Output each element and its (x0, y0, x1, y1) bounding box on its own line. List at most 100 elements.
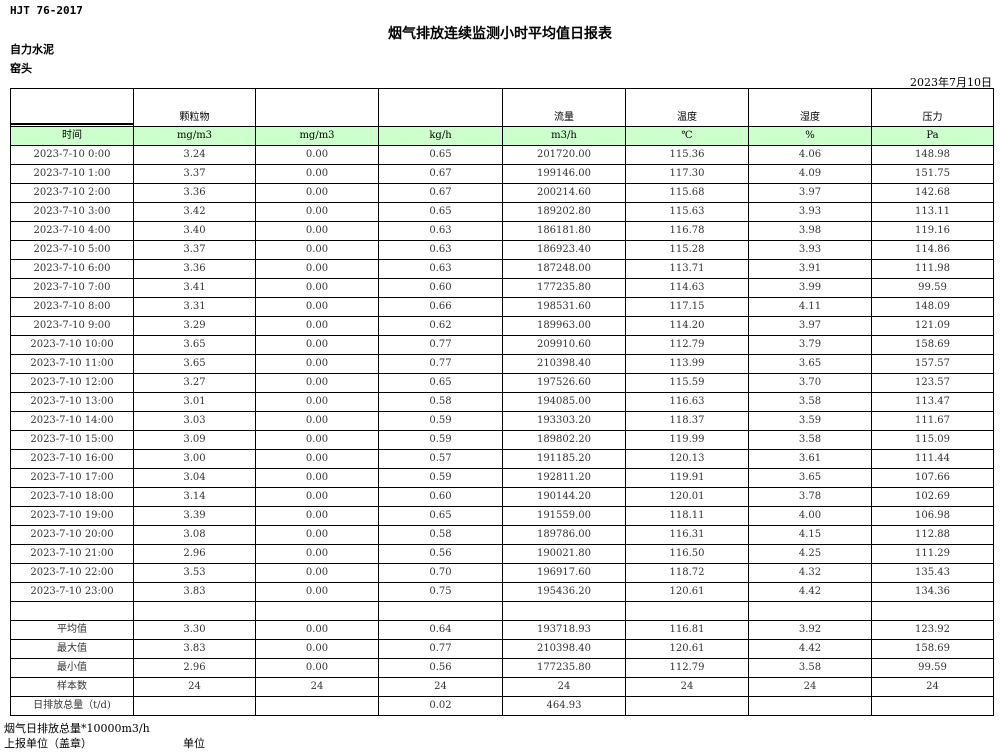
table-row: 2023-7-10 22:00 3.53 0.00 0.70 196917.60 118.… (10, 563, 994, 583)
table-cell (748, 696, 872, 716)
table-cell (625, 601, 749, 621)
table-cell: Pa (871, 126, 994, 146)
table-cell: 113.71 (625, 259, 749, 279)
table-cell: 189963.00 (502, 316, 626, 336)
table-cell: 3.08 (133, 525, 256, 545)
table-cell: 200214.60 (502, 183, 626, 203)
table-cell: 3.31 (133, 297, 256, 317)
table-cell: 24 (871, 677, 994, 697)
table-cell: 0.00 (255, 316, 379, 336)
table-cell: 197526.60 (502, 373, 626, 393)
table-cell (748, 601, 872, 621)
table-cell: 3.04 (133, 468, 256, 488)
table-cell: 压力 (871, 88, 994, 127)
table-cell: 2023-7-10 11:00 (10, 354, 134, 374)
table-cell: 24 (625, 677, 749, 697)
table-cell: 3.03 (133, 411, 256, 431)
table-cell (255, 88, 379, 127)
table-cell: 2023-7-10 13:00 (10, 392, 134, 412)
table-cell: 24 (748, 677, 872, 697)
table-cell: 0.67 (378, 164, 503, 184)
table-cell (871, 696, 994, 716)
table-cell: 3.40 (133, 221, 256, 241)
table-cell: 118.11 (625, 506, 749, 526)
company-name: 自力水泥 (10, 43, 54, 56)
table-cell: 0.00 (255, 240, 379, 260)
table-cell: 4.06 (748, 145, 872, 165)
table-cell: 107.66 (871, 468, 994, 488)
table-cell: 0.00 (255, 183, 379, 203)
table-cell: 116.78 (625, 221, 749, 241)
table-cell: 0.00 (255, 373, 379, 393)
table-cell: 0.00 (255, 544, 379, 564)
table-cell: 189202.80 (502, 202, 626, 222)
table-cell: 191559.00 (502, 506, 626, 526)
table-cell: 3.78 (748, 487, 872, 507)
table-cell: 117.30 (625, 164, 749, 184)
table-cell: 157.57 (871, 354, 994, 374)
table-cell: 113.47 (871, 392, 994, 412)
table-cell: 115.68 (625, 183, 749, 203)
table-cell: 193718.93 (502, 620, 626, 640)
table-cell: 123.57 (871, 373, 994, 393)
table-cell: 0.65 (378, 506, 503, 526)
table-cell: 最小值 (10, 658, 134, 678)
table-cell: 3.93 (748, 202, 872, 222)
table-cell: 158.69 (871, 639, 994, 659)
table-cell: 2023-7-10 19:00 (10, 506, 134, 526)
table-cell: 2023-7-10 12:00 (10, 373, 134, 393)
table-cell: 0.00 (255, 354, 379, 374)
table-cell: 0.63 (378, 259, 503, 279)
table-cell: 3.37 (133, 240, 256, 260)
table-cell: 4.32 (748, 563, 872, 583)
table-cell: 3.79 (748, 335, 872, 355)
table-cell: 3.36 (133, 259, 256, 279)
table-cell (378, 601, 503, 621)
table-cell: 3.09 (133, 430, 256, 450)
table-cell: 177235.80 (502, 658, 626, 678)
table-cell: 2023-7-10 2:00 (10, 183, 134, 203)
summary-row: 平均值 3.30 0.00 0.64 193718.93 116.81 3.92 123.92 (10, 620, 994, 640)
table-cell: 3.65 (748, 354, 872, 374)
table-cell: 186923.40 (502, 240, 626, 260)
table-cell (255, 696, 379, 716)
table-cell (10, 601, 134, 621)
table-cell (871, 601, 994, 621)
table-cell: 4.42 (748, 639, 872, 659)
table-cell: 0.00 (255, 487, 379, 507)
table-cell: 3.91 (748, 259, 872, 279)
location-name: 窑头 (10, 62, 32, 75)
table-cell: 3.14 (133, 487, 256, 507)
table-cell: 0.00 (255, 259, 379, 279)
table-cell: 3.61 (748, 449, 872, 469)
table-cell: 湿度 (748, 88, 872, 127)
units-row: 时间 mg/m3 mg/m3 kg/h m3/h ℃% Pa (10, 126, 994, 146)
table-row: 2023-7-10 2:00 3.36 0.00 0.67 200214.60 115.6… (10, 183, 994, 203)
table-cell: 0.00 (255, 620, 379, 640)
table-cell: 111.44 (871, 449, 994, 469)
table-cell: 186181.80 (502, 221, 626, 241)
table-cell: 151.75 (871, 164, 994, 184)
table-cell: 135.43 (871, 563, 994, 583)
table-cell: 121.09 (871, 316, 994, 336)
table-cell: mg/m3 (133, 126, 256, 146)
table-cell: 2023-7-10 1:00 (10, 164, 134, 184)
table-cell: 0.00 (255, 658, 379, 678)
table-cell: 0.00 (255, 335, 379, 355)
table-cell: 3.97 (748, 183, 872, 203)
table-cell: 24 (255, 677, 379, 697)
table-cell: 187248.00 (502, 259, 626, 279)
table-cell: 0.00 (255, 202, 379, 222)
table-cell: 0.00 (255, 468, 379, 488)
table-cell: 0.75 (378, 582, 503, 602)
table-cell: 0.59 (378, 468, 503, 488)
table-cell: 0.00 (255, 449, 379, 469)
table-cell: 2023-7-10 23:00 (10, 582, 134, 602)
table-cell: 199146.00 (502, 164, 626, 184)
table-cell: 3.36 (133, 183, 256, 203)
table-cell: 201720.00 (502, 145, 626, 165)
table-cell: 2023-7-10 18:00 (10, 487, 134, 507)
table-cell: 116.50 (625, 544, 749, 564)
table-cell: 148.98 (871, 145, 994, 165)
table-cell: 0.00 (255, 563, 379, 583)
